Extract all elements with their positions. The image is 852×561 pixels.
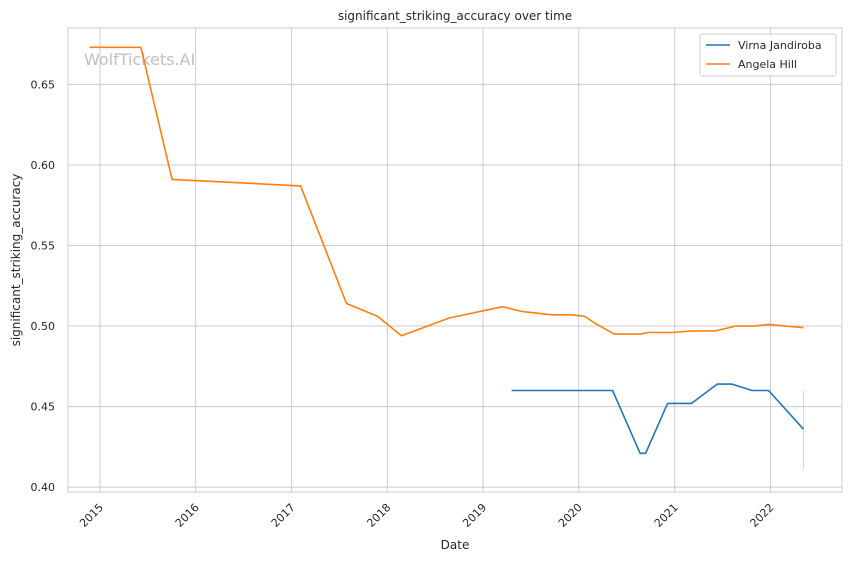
y-axis-label: significant_striking_accuracy	[9, 174, 23, 347]
y-tick-label: 0.60	[31, 159, 56, 172]
series-line	[511, 383, 805, 455]
y-tick-label: 0.50	[31, 320, 56, 333]
y-tick-label: 0.65	[31, 78, 56, 91]
grid	[68, 28, 842, 492]
y-tick-label: 0.45	[31, 401, 56, 414]
legend: Virna Jandiroba Angela Hill	[699, 33, 837, 77]
watermark: WolfTickets.AI	[84, 50, 195, 69]
x-axis-label: Date	[441, 538, 470, 552]
series-layer	[89, 46, 805, 470]
legend-label: Angela Hill	[738, 58, 797, 71]
plot-frame	[67, 27, 843, 493]
series-line	[89, 46, 804, 337]
y-tick-label: 0.40	[31, 481, 56, 494]
legend-label: Virna Jandiroba	[738, 39, 822, 52]
legend-box	[699, 33, 837, 77]
chart-title: significant_striking_accuracy over time	[338, 9, 572, 23]
y-tick-label: 0.55	[31, 240, 56, 253]
